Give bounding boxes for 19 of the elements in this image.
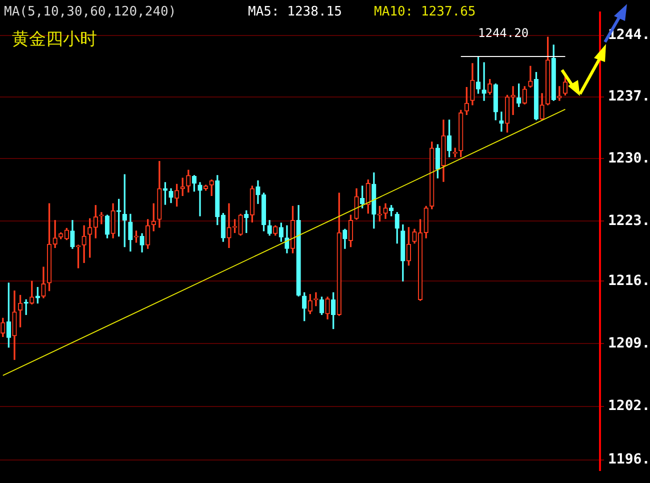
- y-tick-label: 1223.: [608, 212, 650, 229]
- text: 黄金四小时: [12, 29, 97, 50]
- candlestick: [99, 212, 104, 224]
- candlestick: [557, 86, 562, 101]
- candlestick: [499, 112, 504, 132]
- y-tick-label: 1216.: [608, 272, 650, 289]
- y-tick-label: 1230.: [608, 150, 650, 166]
- candlestick: [82, 225, 86, 263]
- annotation: MA5: 1238.15: [248, 4, 342, 20]
- candlestick: [482, 62, 486, 101]
- candlestick: [198, 182, 202, 216]
- y-tick-label: 1244.: [608, 26, 650, 43]
- y-tick-label: 1202.: [608, 398, 650, 414]
- annotation: 1244.20: [478, 26, 529, 40]
- y-tick-label: 1209.: [608, 335, 650, 352]
- annotation: MA(5,10,30,60,120,240): [4, 4, 176, 20]
- y-tick-label: 1237.: [608, 88, 650, 105]
- annotation: MA10: 1237.65: [374, 4, 476, 20]
- y-tick-label: 1196.: [608, 452, 650, 468]
